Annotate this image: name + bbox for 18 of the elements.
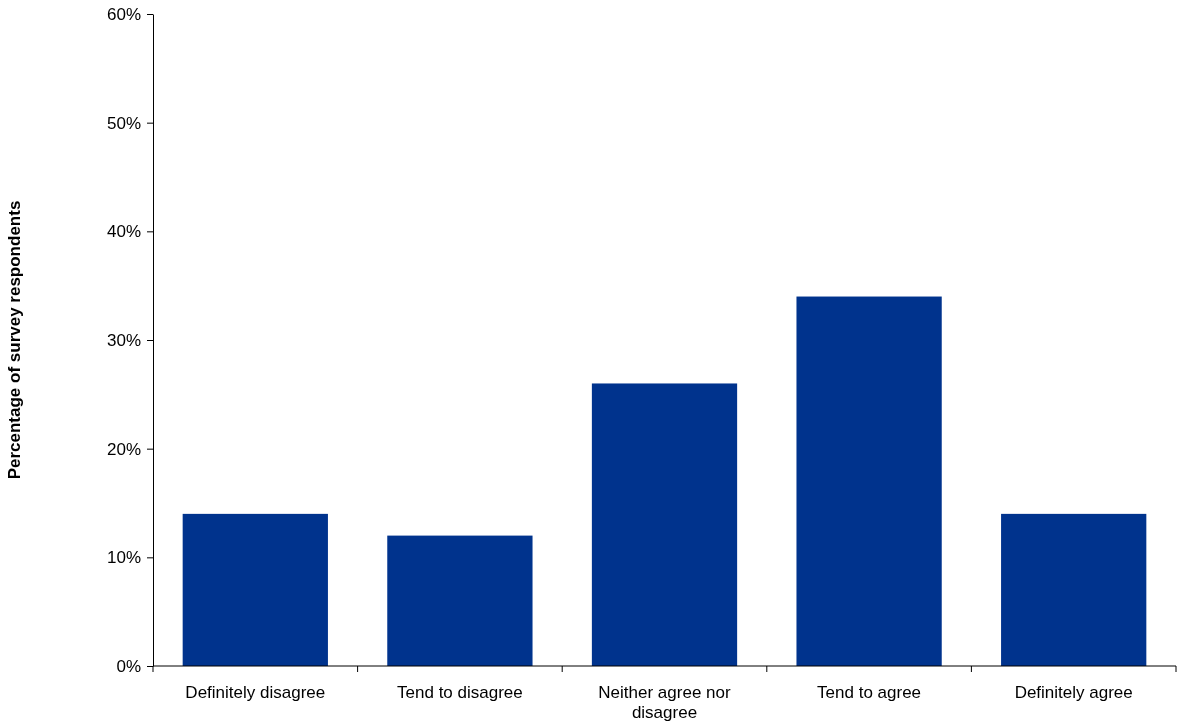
- y-tick-label: 30%: [106, 330, 141, 350]
- bar: [591, 383, 738, 666]
- x-tick-label: Neither agree nor disagree: [598, 683, 731, 722]
- x-tick-label: Definitely agree: [1014, 683, 1133, 702]
- y-tick-label: 20%: [106, 439, 141, 459]
- y-tick-label: 50%: [106, 113, 141, 133]
- x-tick-label: Tend to agree: [817, 683, 922, 702]
- y-tick-label: 0%: [116, 656, 141, 676]
- bar: [796, 296, 942, 666]
- y-axis-title: Percentage of survey respondents: [5, 200, 24, 480]
- bar: [387, 535, 533, 666]
- y-tick-label: 40%: [106, 222, 141, 242]
- x-tick-label: Tend to disagree: [397, 683, 523, 702]
- y-tick-label: 60%: [106, 4, 141, 24]
- bar: [1001, 513, 1147, 666]
- bar: [182, 513, 328, 666]
- x-tick-label: Definitely disagree: [185, 683, 326, 702]
- y-tick-label: 10%: [106, 548, 141, 568]
